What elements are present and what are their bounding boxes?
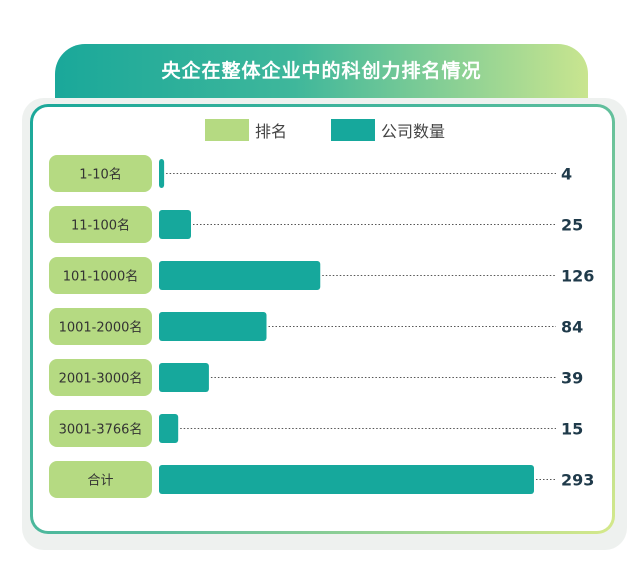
- data-label: 25: [561, 216, 583, 235]
- legend: 排名 公司数量: [0, 118, 641, 142]
- category-box: [49, 461, 152, 498]
- data-label: 4: [561, 165, 572, 184]
- chart-title: 央企在整体企业中的科创力排名情况: [161, 60, 482, 82]
- data-label: 293: [561, 471, 594, 490]
- bar: [159, 261, 321, 290]
- legend-item-count: 公司数量: [331, 118, 445, 142]
- bar: [159, 363, 209, 392]
- category-label: 1001-2000名: [59, 320, 143, 336]
- legend-label-rank: 排名: [255, 122, 288, 141]
- bar: [159, 465, 534, 494]
- bar: [159, 312, 267, 341]
- data-label: 15: [561, 420, 583, 439]
- data-label: 84: [561, 318, 583, 337]
- category-label: 101-1000名: [63, 269, 139, 285]
- category-box: [49, 206, 152, 243]
- data-label: 126: [561, 267, 594, 286]
- category-label: 1-10名: [79, 167, 122, 183]
- legend-swatch-rank: [205, 119, 249, 141]
- category-label: 3001-3766名: [59, 422, 143, 438]
- legend-label-count: 公司数量: [381, 122, 446, 141]
- category-box: [49, 410, 152, 447]
- category-label: 11-100名: [71, 218, 130, 234]
- data-label: 39: [561, 369, 583, 388]
- bar: [159, 414, 179, 443]
- category-box: [49, 155, 152, 192]
- legend-item-rank: 排名: [205, 118, 287, 142]
- legend-swatch-count: [331, 119, 375, 141]
- category-box: [49, 359, 152, 396]
- bar: [159, 210, 191, 239]
- category-label: 合计: [87, 474, 113, 489]
- category-box: [49, 257, 152, 294]
- category-label: 2001-3000名: [59, 371, 143, 387]
- category-box: [49, 308, 152, 345]
- bar: [159, 159, 165, 188]
